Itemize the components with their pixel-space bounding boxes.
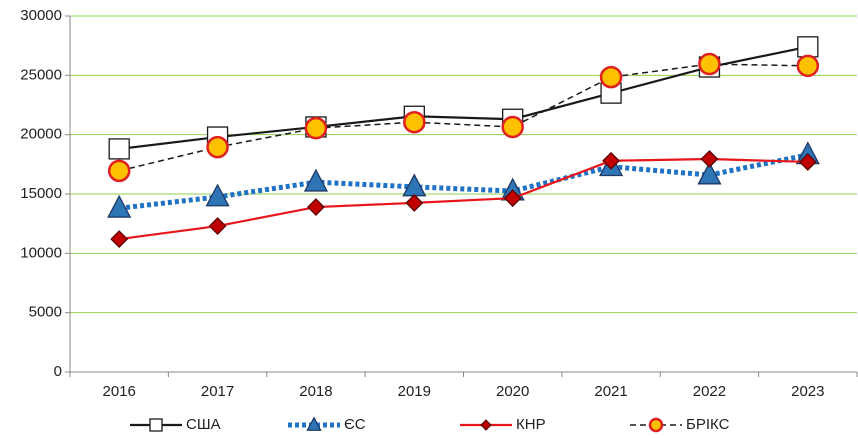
- x-tick-label: 2023: [791, 383, 824, 400]
- marker: [208, 217, 227, 235]
- x-tick-label: 2016: [103, 383, 136, 400]
- y-tick-label: 10000: [20, 244, 62, 261]
- x-tick-label: 2017: [201, 383, 234, 400]
- series-line: [119, 157, 808, 241]
- marker: [700, 150, 719, 168]
- x-tick-label: 2020: [496, 383, 529, 400]
- marker: [599, 65, 623, 89]
- marker: [798, 153, 817, 171]
- marker: [602, 151, 620, 170]
- marker: [648, 417, 664, 433]
- marker: [405, 193, 424, 212]
- marker: [403, 110, 426, 134]
- x-tick-label: 2022: [693, 383, 726, 400]
- y-tick-label: 20000: [20, 126, 62, 143]
- marker: [501, 115, 524, 139]
- x-tick-label: 2021: [594, 383, 627, 400]
- marker: [205, 183, 230, 207]
- series-line: [119, 63, 808, 172]
- y-tick-label: 15000: [20, 185, 62, 202]
- series-line: [119, 45, 809, 150]
- marker: [149, 418, 163, 432]
- x-tick-label: 2018: [299, 383, 332, 400]
- marker: [107, 194, 132, 218]
- legend-label: США: [186, 416, 221, 433]
- marker: [503, 189, 522, 208]
- marker: [697, 161, 722, 185]
- marker: [110, 230, 129, 249]
- y-tick-label: 30000: [20, 7, 62, 24]
- y-tick-label: 5000: [29, 304, 62, 321]
- marker: [797, 36, 819, 58]
- legend-label: ЄС: [344, 416, 366, 433]
- marker: [480, 419, 492, 431]
- marker: [303, 168, 329, 192]
- legend-label: КНР: [516, 416, 546, 433]
- y-tick-label: 25000: [20, 66, 62, 83]
- series-line: [118, 152, 809, 211]
- marker: [108, 138, 130, 160]
- marker: [306, 416, 322, 431]
- marker: [698, 52, 721, 76]
- x-tick-label: 2019: [398, 383, 431, 400]
- marker: [206, 135, 229, 159]
- marker: [796, 54, 820, 78]
- marker: [107, 159, 131, 183]
- marker: [304, 116, 328, 140]
- legend-label: БРІКС: [686, 416, 730, 433]
- marker: [307, 198, 325, 216]
- y-tick-label: 0: [54, 363, 62, 380]
